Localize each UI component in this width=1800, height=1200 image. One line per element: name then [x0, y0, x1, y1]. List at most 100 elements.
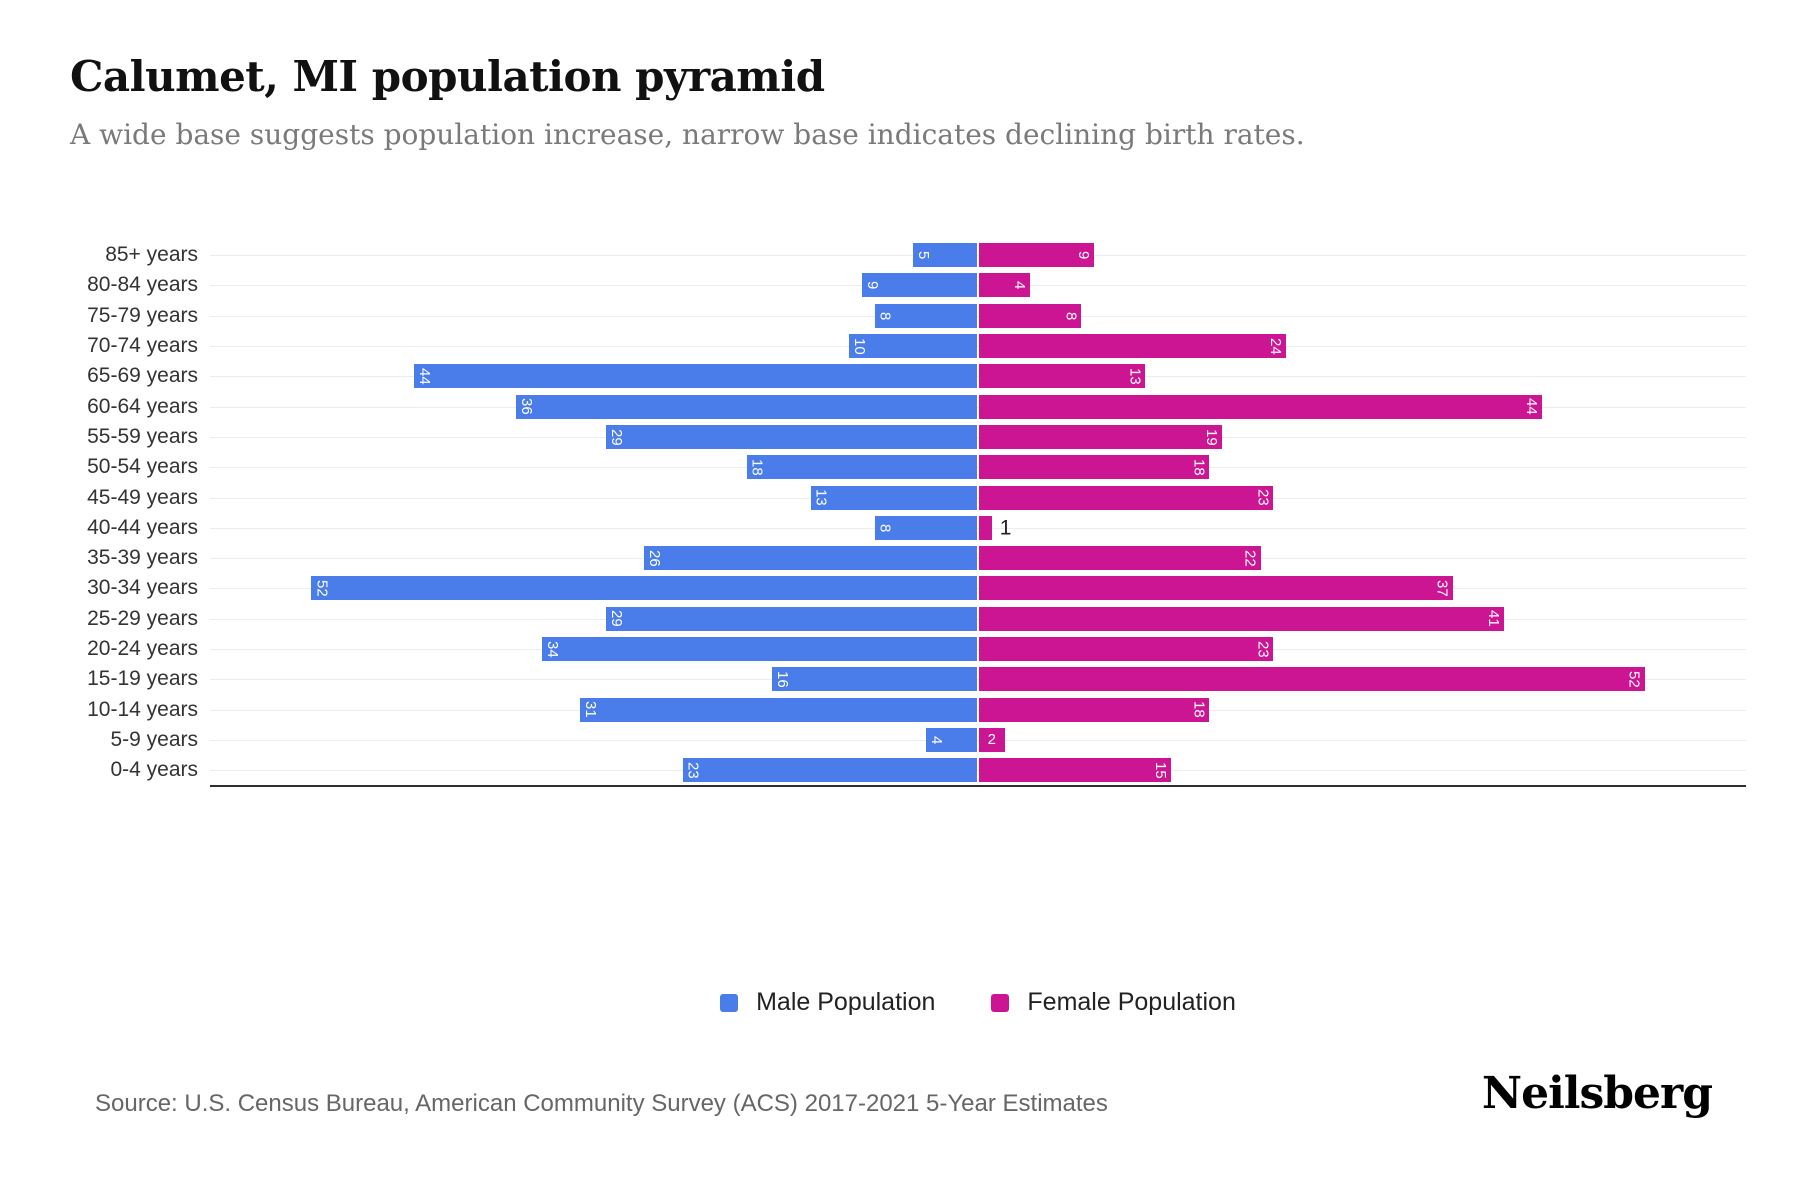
axis-spacer — [70, 785, 210, 787]
age-group-label: 20-24 years — [87, 637, 198, 660]
legend-item-male: Male Population — [720, 988, 935, 1017]
gridline — [210, 285, 1746, 287]
female-bar-value-label: 13 — [1126, 367, 1144, 385]
female-bar: 37 — [979, 576, 1453, 601]
age-group-label: 25-29 years — [87, 606, 198, 630]
pyramid-row: 85+ years 5 9 — [70, 240, 1746, 270]
male-bar-value-label: 10 — [851, 337, 868, 355]
gridline — [210, 255, 1746, 257]
female-bar: 15 — [979, 758, 1171, 783]
plot-area-row: 36 44 — [210, 391, 1746, 421]
male-bar: 34 — [541, 637, 977, 661]
male-legend-swatch-icon — [720, 993, 739, 1012]
male-bar-value-label: 44 — [415, 367, 433, 385]
female-legend-label: Female Population — [1027, 988, 1236, 1016]
age-group-label: 85+ years — [105, 243, 198, 267]
male-bar: 18 — [746, 455, 977, 480]
gridline — [210, 376, 1746, 378]
pyramid-row: 30-34 years 52 37 — [70, 573, 1746, 603]
population-pyramid-chart: 85+ years 5 9 80-84 years 9 4 75-79 years 8 8 70-… — [70, 240, 1746, 788]
age-group-label: 40-44 years — [87, 515, 198, 539]
male-bar-value-label: 18 — [748, 458, 766, 476]
gridline — [210, 346, 1746, 348]
male-bar: 23 — [682, 758, 977, 783]
female-bar-value-label: 24 — [1267, 337, 1285, 355]
pyramid-row: 40-44 years 8 1 — [70, 513, 1746, 543]
female-bar-value-label: 9 — [1075, 250, 1093, 260]
male-legend-label: Male Population — [756, 988, 936, 1016]
gridline — [210, 679, 1746, 681]
pyramid-row: 45-49 years 13 23 — [70, 482, 1746, 512]
pyramid-row: 65-69 years 44 13 — [70, 361, 1746, 391]
male-bar: 8 — [874, 515, 977, 540]
female-bar-value-label: 52 — [1625, 670, 1643, 688]
gridline — [210, 315, 1746, 317]
male-bar-value-label: 13 — [812, 489, 830, 506]
female-bar-value-label: 8 — [1062, 311, 1080, 320]
female-bar — [979, 515, 992, 540]
pyramid-row: 75-79 years 8 8 — [70, 301, 1746, 331]
female-bar-value-label: 2 — [987, 731, 996, 749]
pyramid-row: 25-29 years 29 41 — [70, 604, 1746, 634]
gridline — [210, 467, 1746, 469]
pyramid-rows: 85+ years 5 9 80-84 years 9 4 75-79 years 8 8 70-… — [70, 240, 1746, 785]
age-group-label: 50-54 years — [87, 455, 198, 479]
male-bar: 52 — [311, 576, 977, 601]
male-bar: 29 — [605, 424, 977, 449]
age-group-label: 45-49 years — [87, 485, 198, 509]
age-group-label: 75-79 years — [87, 303, 198, 327]
female-bar-value-label: 18 — [1190, 458, 1208, 476]
female-bar: 8 — [979, 303, 1082, 328]
female-bar: 9 — [979, 243, 1095, 268]
pyramid-row: 55-59 years 29 19 — [70, 422, 1746, 452]
male-bar-value-label: 29 — [607, 428, 625, 446]
male-bar-value-label: 52 — [313, 580, 331, 597]
gridline — [210, 588, 1746, 590]
male-bar-value-label: 36 — [518, 398, 536, 415]
male-bar-value-label: 16 — [774, 670, 792, 688]
male-bar-value-label: 29 — [607, 610, 625, 628]
male-bar: 16 — [772, 667, 977, 692]
male-bar: 13 — [810, 485, 977, 510]
female-bar: 13 — [979, 364, 1146, 389]
plot-area-row: 29 19 — [210, 422, 1746, 452]
pyramid-row: 10-14 years 31 18 — [70, 694, 1746, 724]
male-bar-value-label: 8 — [876, 311, 894, 320]
female-bar-value-label: 41 — [1484, 610, 1502, 628]
gridline — [210, 527, 1746, 529]
age-group-label: 60-64 years — [87, 394, 198, 418]
x-axis-line — [210, 785, 1746, 788]
pyramid-row: 35-39 years 26 22 — [70, 543, 1746, 573]
plot-area-row: 52 37 — [210, 573, 1746, 603]
female-bar-value-label: 18 — [1190, 701, 1208, 718]
male-bar: 4 — [925, 727, 977, 752]
male-bar: 8 — [874, 303, 977, 328]
female-bar: 2 — [979, 727, 1005, 752]
age-group-label: 15-19 years — [87, 667, 198, 691]
plot-area-row: 13 23 — [210, 482, 1746, 512]
chart-subtitle: A wide base suggests population increase… — [70, 118, 1305, 151]
pyramid-row: 20-24 years 34 23 — [70, 634, 1746, 664]
pyramid-row: 15-19 years 16 52 — [70, 664, 1746, 694]
male-bar-value-label: 26 — [646, 549, 664, 567]
age-group-label: 55-59 years — [87, 424, 198, 448]
age-group-label: 10-14 years — [87, 697, 198, 721]
gridline — [210, 739, 1746, 741]
female-bar: 22 — [979, 546, 1261, 571]
female-bar-value-label: 19 — [1203, 428, 1221, 446]
x-axis-row — [70, 785, 1746, 788]
male-bar: 31 — [580, 697, 977, 722]
pyramid-row: 70-74 years 10 24 — [70, 331, 1746, 361]
gridline — [210, 406, 1746, 408]
female-bar-value-label: 37 — [1433, 580, 1451, 597]
male-bar-value-label: 34 — [543, 640, 561, 658]
age-group-label: 30-34 years — [87, 576, 198, 600]
female-bar: 18 — [979, 697, 1210, 722]
female-bar: 44 — [979, 394, 1543, 419]
chart-title: Calumet, MI population pyramid — [70, 52, 825, 101]
plot-area-row: 31 18 — [210, 694, 1746, 724]
male-bar: 5 — [913, 243, 977, 268]
female-bar: 52 — [979, 667, 1645, 692]
